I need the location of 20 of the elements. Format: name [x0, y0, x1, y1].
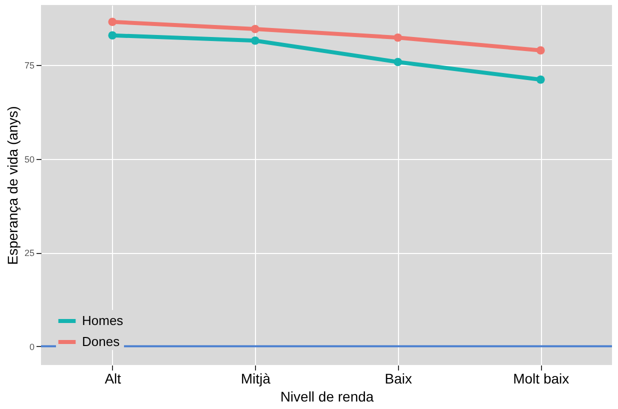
- x-tick-label: Mitjà: [240, 370, 271, 386]
- x-tick-label: Molt baix: [513, 370, 570, 386]
- point: [536, 75, 545, 84]
- point: [394, 58, 402, 66]
- point: [536, 46, 545, 55]
- point: [108, 18, 117, 26]
- y-tick-label: 25: [24, 248, 34, 258]
- legend-label: Homes: [82, 313, 124, 328]
- x-tick-label: Baix: [384, 370, 412, 386]
- x-axis-title: Nivell de renda: [280, 388, 374, 404]
- y-tick-label: 50: [24, 154, 34, 164]
- x-tick-label: Alt: [104, 370, 122, 386]
- point: [394, 33, 402, 42]
- y-axis-title: Esperança de vida (anys): [4, 106, 20, 265]
- point: [250, 24, 260, 34]
- y-tick-label: 75: [24, 60, 34, 70]
- y-tick-label: 0: [29, 342, 34, 352]
- point: [108, 31, 117, 40]
- legend-label: Dones: [82, 334, 120, 349]
- point: [250, 36, 260, 45]
